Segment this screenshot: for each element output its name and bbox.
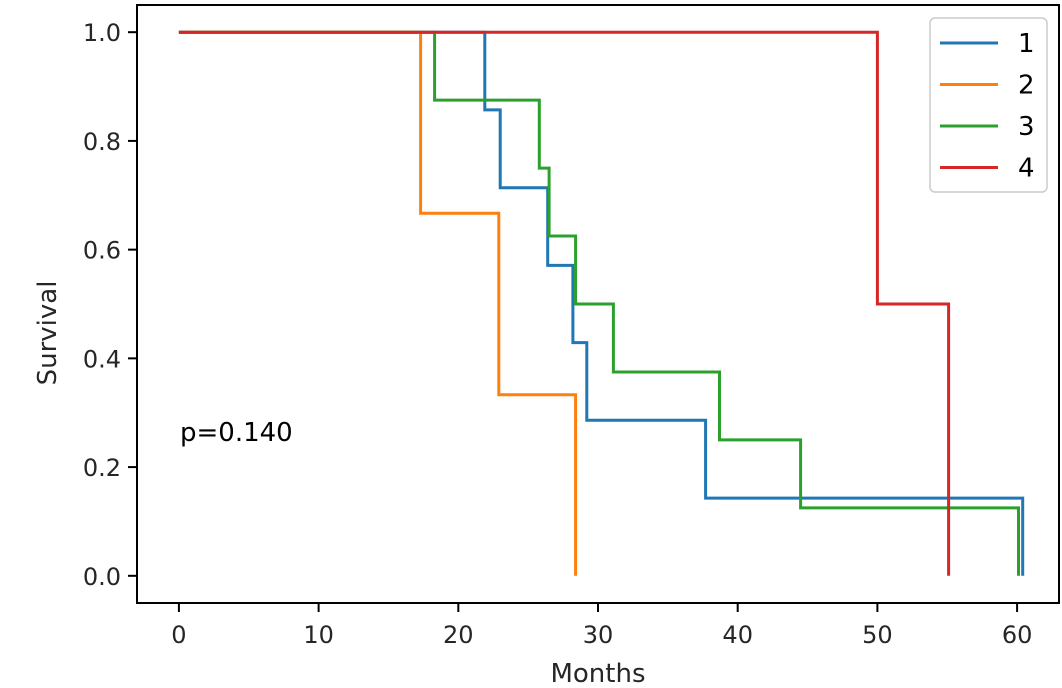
series-line-4 bbox=[178, 30, 951, 576]
x-tick-label: 30 bbox=[583, 621, 614, 649]
series-line-2 bbox=[178, 30, 578, 576]
x-axis-label: Months bbox=[550, 659, 645, 688]
legend-label-4: 4 bbox=[1018, 154, 1035, 184]
x-tick-label: 60 bbox=[1002, 621, 1033, 649]
x-tick-label: 0 bbox=[171, 621, 186, 649]
series-line-1 bbox=[178, 30, 1025, 576]
y-tick-label: 0.4 bbox=[83, 345, 121, 373]
y-tick-label: 1.0 bbox=[83, 19, 121, 47]
x-tick-label: 50 bbox=[862, 621, 893, 649]
series-layer bbox=[178, 30, 1025, 576]
y-tick-label: 0.8 bbox=[83, 128, 121, 156]
x-tick-label: 10 bbox=[303, 621, 334, 649]
x-axis-ticks: 0 10 20 30 40 50 60 bbox=[171, 603, 1032, 649]
p-value-annotation: p=0.140 bbox=[180, 418, 293, 448]
y-tick-label: 0.6 bbox=[83, 237, 121, 265]
legend-box bbox=[929, 17, 1048, 193]
y-axis-label: Survival bbox=[33, 281, 63, 386]
legend-label-2: 2 bbox=[1018, 71, 1035, 101]
x-tick-label: 40 bbox=[722, 621, 753, 649]
x-tick-label: 20 bbox=[443, 621, 474, 649]
legend: 1 2 3 4 bbox=[929, 17, 1048, 193]
legend-label-3: 3 bbox=[1018, 112, 1035, 142]
y-axis-ticks: 0.0 0.2 0.4 0.6 0.8 1.0 bbox=[83, 19, 137, 591]
y-tick-label: 0.2 bbox=[83, 454, 121, 482]
y-tick-label: 0.0 bbox=[83, 563, 121, 591]
series-line-3 bbox=[178, 30, 1020, 576]
legend-label-1: 1 bbox=[1018, 29, 1035, 59]
